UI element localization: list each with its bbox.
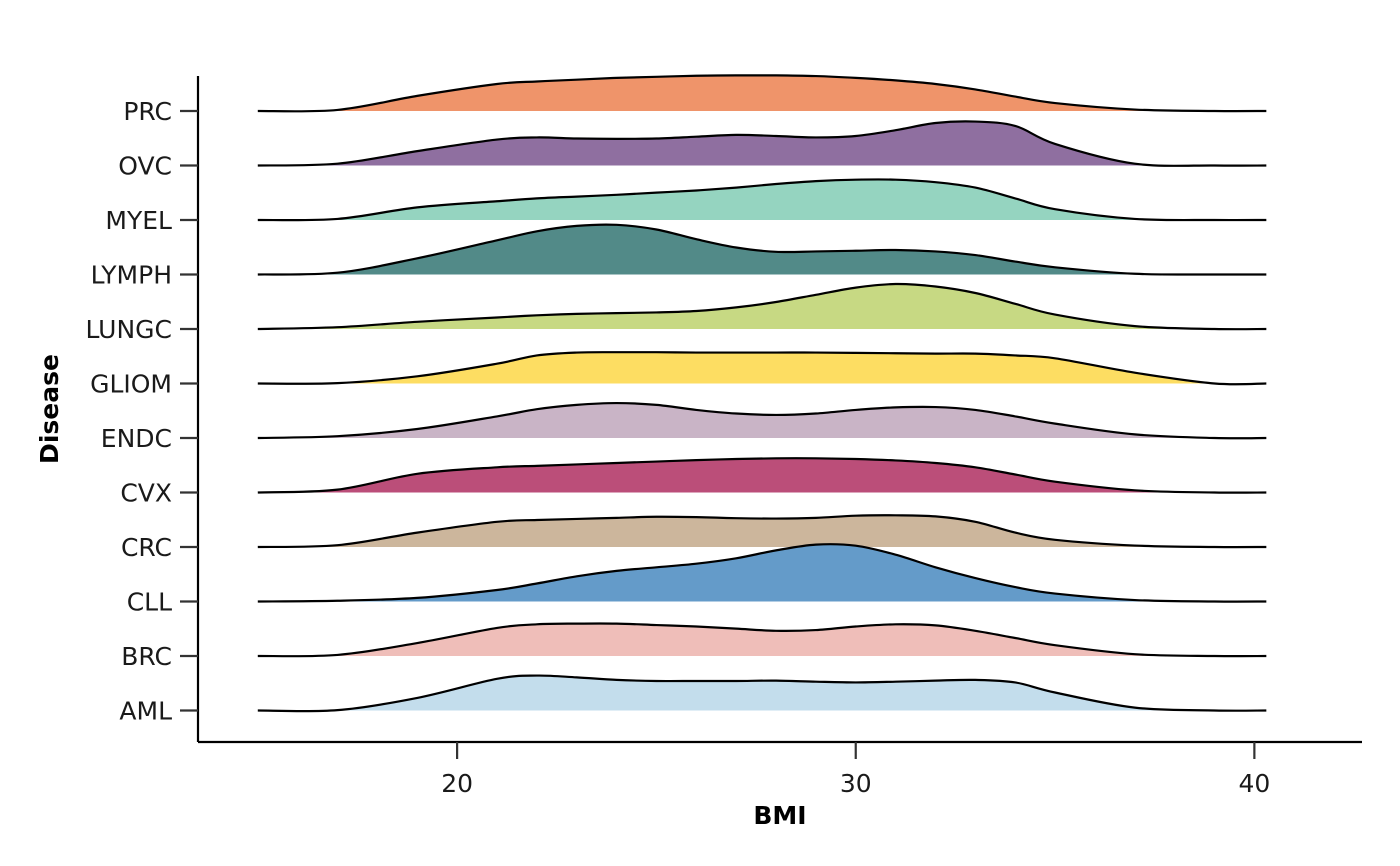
y-axis-ticks: PRC OVC MYEL LYMPH LUNGC GLIOM ENDC CVX CRC CLL BR… — [85, 97, 198, 726]
y-axis-title: Disease — [35, 354, 64, 464]
x-tick-label-20: 20 — [441, 769, 473, 798]
ridge-layer — [257, 74, 1267, 713]
ridge-area-lymph — [257, 224, 1267, 275]
ridge-line-prc — [257, 74, 1267, 113]
y-tick-label-cvx: CVX — [120, 479, 172, 508]
y-tick-label-myel: MYEL — [105, 206, 172, 235]
ridge-line-crc — [257, 514, 1267, 549]
x-axis-title: BMI — [753, 801, 806, 830]
ridge-line-endc — [257, 401, 1267, 440]
ridge-area-myel — [257, 179, 1267, 221]
ridge-line-aml — [257, 674, 1267, 713]
x-tick-label-30: 30 — [840, 769, 872, 798]
ridge-area-prc — [257, 75, 1267, 112]
ridge-line-lymph — [257, 223, 1267, 276]
y-tick-label-prc: PRC — [123, 97, 172, 126]
y-tick-label-ovc: OVC — [118, 152, 172, 181]
ridge-line-lungc — [257, 282, 1267, 331]
ridge-area-crc — [257, 515, 1267, 548]
y-tick-label-endc: ENDC — [101, 424, 172, 453]
axes-layer: PRC OVC MYEL LYMPH LUNGC GLIOM ENDC CVX CRC CLL BR… — [85, 76, 1362, 798]
ridge-area-endc — [257, 403, 1267, 439]
y-tick-label-lungc: LUNGC — [85, 315, 172, 344]
y-tick-label-crc: CRC — [121, 533, 172, 562]
y-tick-label-cll: CLL — [127, 588, 172, 617]
y-tick-label-aml: AML — [119, 697, 172, 726]
ridge-area-gliom — [257, 352, 1267, 385]
ridge-line-cll — [257, 543, 1267, 603]
y-tick-label-gliom: GLIOM — [90, 370, 172, 399]
y-tick-label-lymph: LYMPH — [91, 261, 172, 290]
ridge-area-aml — [257, 675, 1267, 712]
ridge-line-gliom — [257, 351, 1267, 386]
ridge-line-ovc — [257, 120, 1267, 167]
x-tick-label-40: 40 — [1238, 769, 1270, 798]
ridge-line-brc — [257, 622, 1267, 658]
x-axis-ticks: 20 30 40 — [441, 742, 1270, 798]
ridge-area-brc — [257, 623, 1267, 657]
y-tick-label-brc: BRC — [121, 642, 172, 671]
ridge-area-lungc — [257, 283, 1267, 330]
ridge-area-ovc — [257, 121, 1267, 166]
ridge-line-cvx — [257, 457, 1267, 494]
ridge-line-myel — [257, 178, 1267, 222]
